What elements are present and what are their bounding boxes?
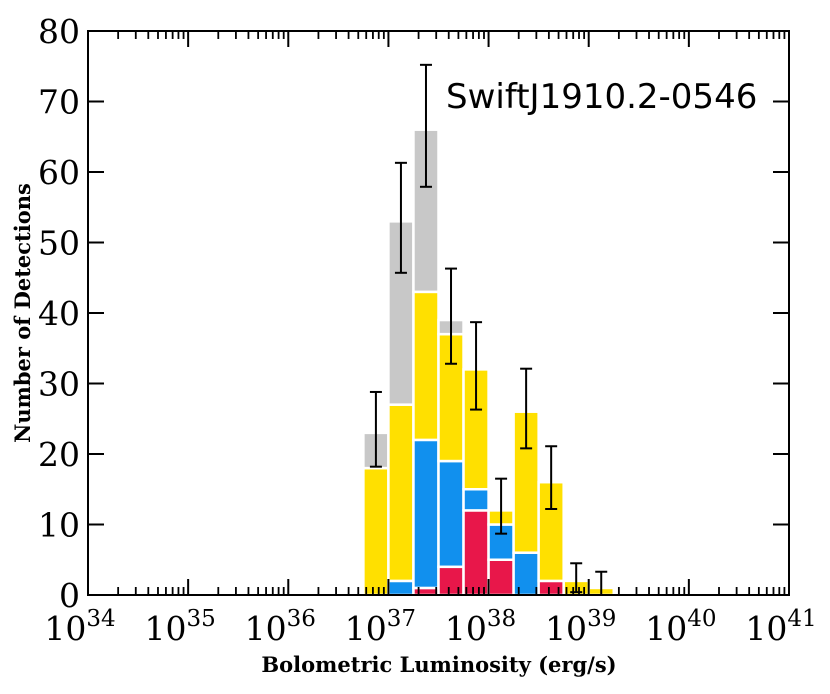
x-tick-exponent: 36 bbox=[287, 606, 316, 632]
x-tick-exponent: 35 bbox=[187, 606, 216, 632]
y-axis-title: Number of Detections bbox=[10, 183, 35, 443]
x-tick-base: 10 bbox=[245, 609, 287, 648]
error-bar bbox=[495, 477, 508, 535]
y-tick-label: 60 bbox=[38, 153, 80, 192]
x-tick-label: 1041 bbox=[745, 606, 816, 648]
error-bar bbox=[570, 562, 583, 594]
bar-segment bbox=[387, 403, 415, 583]
error-bar bbox=[470, 321, 483, 411]
y-tick-label: 10 bbox=[38, 506, 80, 545]
bars-layer bbox=[362, 128, 616, 597]
x-tick-label: 1034 bbox=[44, 606, 115, 648]
bar-segment bbox=[537, 579, 565, 597]
bar-segment bbox=[462, 488, 490, 512]
x-tick-exponent: 38 bbox=[487, 606, 516, 632]
x-axis-title: Bolometric Luminosity (erg/s) bbox=[261, 652, 616, 677]
x-tick-label: 1036 bbox=[245, 606, 316, 648]
x-tick-base: 10 bbox=[345, 609, 387, 648]
x-tick-exponent: 41 bbox=[787, 606, 816, 632]
bar-segment bbox=[487, 558, 515, 597]
y-tick-label: 40 bbox=[38, 294, 80, 333]
x-tick-label: 1038 bbox=[445, 606, 516, 648]
y-tick-label: 20 bbox=[38, 435, 80, 474]
y-tick-label: 80 bbox=[38, 12, 80, 51]
bar-segment bbox=[362, 466, 390, 597]
chart-annotation: SwiftJ1910.2-0546 bbox=[446, 77, 757, 117]
y-tick-label: 0 bbox=[59, 576, 80, 615]
bar-segment bbox=[437, 459, 465, 569]
error-bar bbox=[445, 267, 458, 365]
error-bar bbox=[419, 63, 432, 188]
x-tick-base: 10 bbox=[645, 609, 687, 648]
x-tick-label: 1037 bbox=[345, 606, 416, 648]
bar-segment bbox=[462, 509, 490, 597]
error-bar bbox=[394, 161, 407, 274]
bar-segment bbox=[412, 128, 440, 294]
bar-segment bbox=[387, 220, 415, 406]
x-tick-exponent: 34 bbox=[86, 606, 115, 632]
x-tick-label: 1039 bbox=[545, 606, 616, 648]
error-bar bbox=[369, 390, 382, 468]
bar-segment bbox=[412, 438, 440, 590]
x-tick-label: 1035 bbox=[145, 606, 216, 648]
error-bars-layer bbox=[369, 63, 608, 596]
x-tick-base: 10 bbox=[44, 609, 86, 648]
x-tick-base: 10 bbox=[745, 609, 787, 648]
bar-segment bbox=[437, 565, 465, 597]
bar-segment bbox=[512, 551, 540, 597]
x-tick-exponent: 40 bbox=[687, 606, 716, 632]
x-tick-exponent: 39 bbox=[587, 606, 616, 632]
y-tick-label: 50 bbox=[38, 224, 80, 263]
x-tick-label: 1040 bbox=[645, 606, 716, 648]
bar-segment bbox=[412, 290, 440, 442]
axis-ticks bbox=[87, 30, 790, 596]
x-tick-base: 10 bbox=[545, 609, 587, 648]
x-tick-base: 10 bbox=[145, 609, 187, 648]
x-tick-base: 10 bbox=[445, 609, 487, 648]
x-tick-exponent: 37 bbox=[387, 606, 416, 632]
error-bar bbox=[545, 445, 558, 510]
y-tick-label: 70 bbox=[38, 83, 80, 122]
error-bar bbox=[520, 367, 533, 450]
y-tick-label: 30 bbox=[38, 365, 80, 404]
bar-segment bbox=[387, 579, 415, 597]
